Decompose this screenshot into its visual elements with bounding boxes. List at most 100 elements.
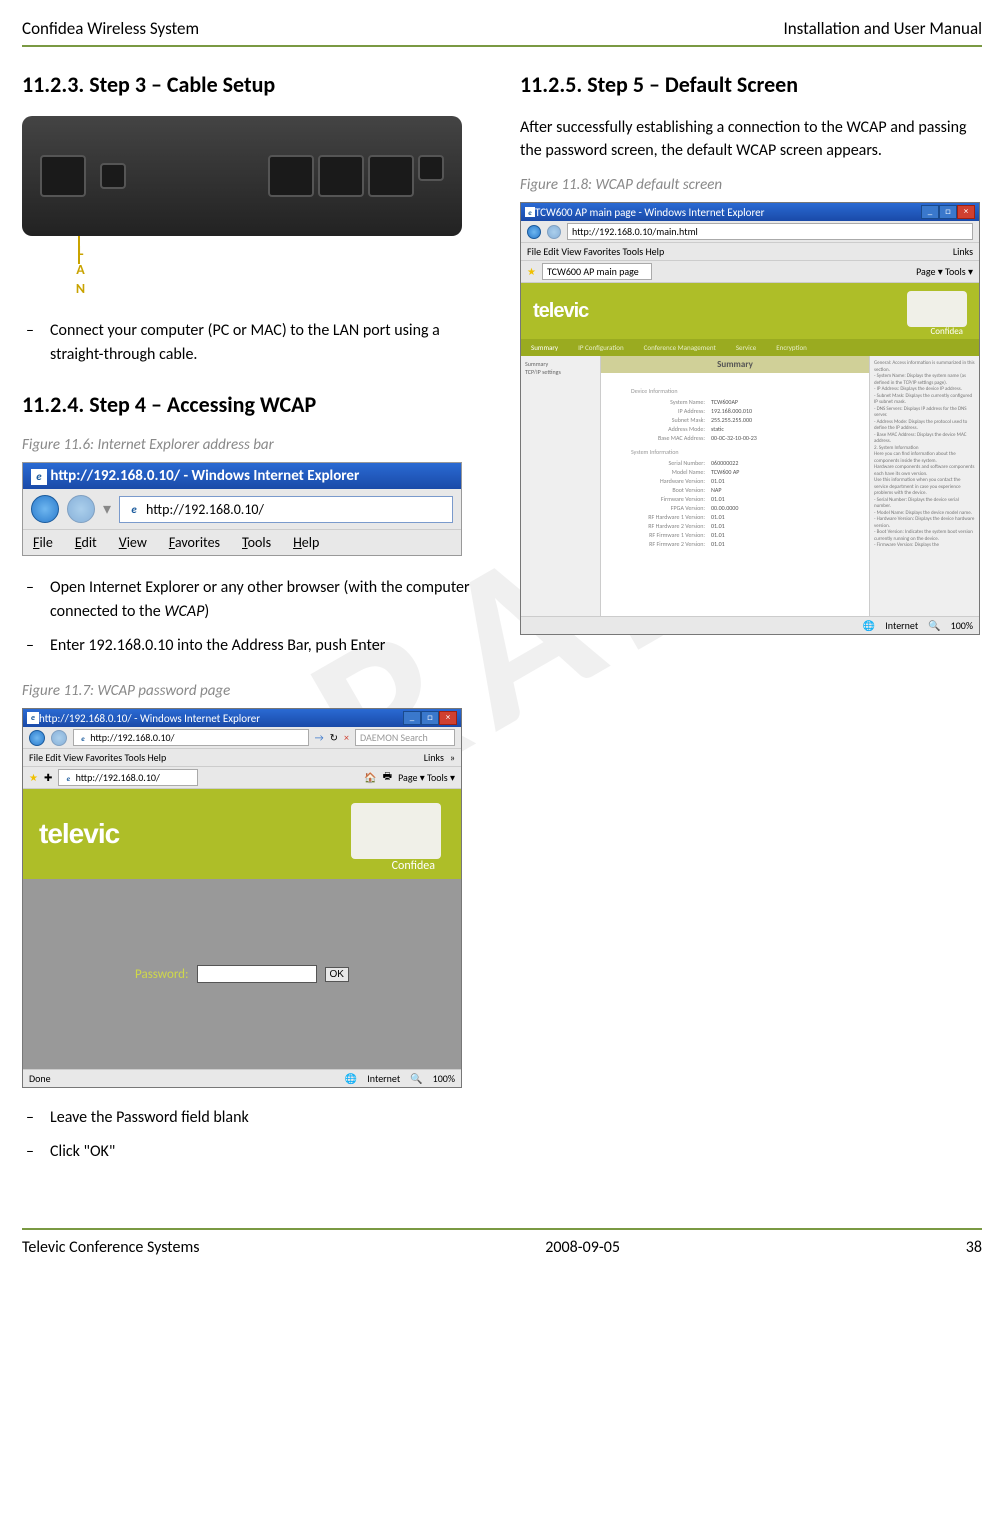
page-footer: Televic Conference Systems 2008-09-05 38 [22, 1238, 982, 1267]
ie-back-button[interactable] [31, 495, 59, 523]
info-value: 01.01 [711, 477, 725, 485]
password-input[interactable] [197, 965, 317, 983]
info-label: RF Hardware 2 Version: [611, 522, 711, 530]
ie-menu-favorites[interactable]: Favorites [169, 534, 220, 551]
info-label: IP Address: [611, 407, 711, 415]
home-icon[interactable]: 🏠 [364, 771, 376, 784]
fig8-caption: Figure 11.8: WCAP default screen [520, 176, 982, 194]
sec4-bullet2-0: Leave the Password field blank [50, 1106, 484, 1130]
info-row: RF Firmware 2 Version:01.01 [611, 540, 859, 548]
pwd-stop-icon[interactable]: × [344, 731, 349, 744]
pwd-page-tools[interactable]: Page ▾ Tools ▾ [398, 771, 455, 784]
def-tab[interactable]: TCW600 AP main page [542, 263, 652, 280]
pwd-url-box[interactable]: e http://192.168.0.10/ [73, 729, 309, 746]
def-back-button[interactable] [527, 225, 541, 239]
pwd-ie-icon: e [27, 712, 39, 724]
nav-conference[interactable]: Conference Management [644, 343, 716, 352]
ok-button[interactable]: OK [325, 967, 349, 982]
pwd-search-box[interactable]: DAEMON Search [355, 729, 455, 746]
port-4 [418, 155, 444, 181]
ie-forward-button[interactable] [67, 495, 95, 523]
aux-port [100, 163, 126, 189]
ie-menu-tools[interactable]: Tools [242, 534, 271, 551]
def-maximize-button[interactable]: □ [939, 205, 957, 219]
info-value: NAP [711, 486, 721, 494]
minimize-button[interactable]: _ [403, 711, 421, 725]
pwd-url-icon: e [78, 734, 88, 744]
sec5-para: After successfully establishing a connec… [520, 116, 982, 162]
def-sidebar-left: Summary TCP/IP settings [521, 356, 601, 616]
pwd-tab[interactable]: e http://192.168.0.10/ [58, 769, 198, 786]
sec4-bullets2: Leave the Password field blank Click "OK… [22, 1106, 484, 1164]
sec4-bullet1-0: Open Internet Explorer or any other brow… [50, 576, 484, 624]
info-row: RF Hardware 1 Version:01.01 [611, 513, 859, 521]
def-minimize-button[interactable]: _ [921, 205, 939, 219]
def-star-icon[interactable]: ★ [527, 265, 536, 278]
sidebar-tcpip[interactable]: TCP/IP settings [525, 368, 596, 376]
def-center: Summary Device Information System Name:T… [601, 356, 869, 616]
def-links[interactable]: Links [953, 245, 973, 258]
ie-dropdown-icon[interactable]: ▾ [103, 499, 111, 519]
def-window-buttons: _ □ × [921, 205, 975, 219]
def-zoom-icon[interactable]: 🔍 [928, 619, 940, 632]
page-header: Confidea Wireless System Installation an… [22, 18, 982, 45]
def-url-box[interactable]: http://192.168.0.10/main.html [567, 223, 973, 240]
lan-arrow [78, 236, 80, 264]
nav-service[interactable]: Service [736, 343, 756, 352]
nav-summary[interactable]: Summary [531, 343, 558, 352]
info-value: 060000022 [711, 459, 738, 467]
info-label: FPGA Version: [611, 504, 711, 512]
pwd-back-button[interactable] [29, 730, 45, 746]
close-button[interactable]: × [439, 711, 457, 725]
info-row: RF Firmware 1 Version:01.01 [611, 531, 859, 539]
ie-menu-help[interactable]: Help [293, 534, 319, 551]
info-label: RF Firmware 1 Version: [611, 531, 711, 539]
star-icon[interactable]: ★ [29, 771, 38, 784]
info-value: 01.01 [711, 495, 725, 503]
info-row: Firmware Version:01.01 [611, 495, 859, 503]
ie-menu-edit[interactable]: Edit [75, 534, 97, 551]
def-info-table: Device Information System Name:TCW600API… [601, 373, 869, 557]
help-line: - Boot Version: Indicates the system boo… [874, 529, 975, 542]
info-value: 00.00.0000 [711, 504, 738, 512]
zoom-icon[interactable]: 🔍 [410, 1072, 422, 1085]
def-titlebar: e TCW600 AP main page - Windows Internet… [521, 203, 979, 221]
print-icon[interactable]: 🖶 [383, 769, 392, 786]
system-info-section: System Information [631, 448, 859, 456]
password-label: Password: [135, 967, 188, 982]
nav-ip[interactable]: IP Configuration [578, 343, 624, 352]
pwd-forward-button[interactable] [51, 730, 67, 746]
sec4-heading: 11.2.4. Step 4 – Accessing WCAP [22, 391, 484, 418]
sidebar-summary[interactable]: Summary [525, 360, 596, 368]
figure-password-page: e http://192.168.0.10/ - Windows Interne… [22, 708, 462, 1088]
pwd-menu-text[interactable]: File Edit View Favorites Tools Help [29, 751, 166, 764]
pwd-refresh-icon[interactable]: ↻ [330, 731, 338, 744]
def-nav-row: http://192.168.0.10/main.html [521, 221, 979, 243]
pwd-url-text: http://192.168.0.10/ [90, 731, 174, 744]
summary-bar: Summary [601, 356, 869, 373]
pwd-go-icon[interactable]: → [315, 731, 324, 744]
pwd-links-label[interactable]: Links [424, 751, 444, 764]
pwd-tab-text: http://192.168.0.10/ [76, 771, 160, 784]
maximize-button[interactable]: □ [421, 711, 439, 725]
sec4-b1-0-text: Open Internet Explorer or any other brow… [50, 578, 470, 621]
ie-menu-file[interactable]: File [33, 534, 53, 551]
info-value: static [711, 425, 724, 433]
def-menu-text[interactable]: File Edit View Favorites Tools Help [527, 245, 664, 258]
ie-address-bar[interactable]: e http://192.168.0.10/ [119, 496, 453, 523]
footer-center: 2008-09-05 [545, 1238, 620, 1257]
lan-label: LAN [72, 242, 89, 299]
ie-menu-view[interactable]: View [119, 534, 147, 551]
pwd-links-chevron-icon[interactable]: » [450, 751, 455, 764]
add-tab-icon[interactable]: ✚ [44, 771, 52, 784]
def-status-bar: 🌐 Internet 🔍 100% [521, 616, 979, 634]
nav-encryption[interactable]: Encryption [776, 343, 807, 352]
def-menu-row: File Edit View Favorites Tools Help Link… [521, 243, 979, 261]
router-body [22, 116, 462, 236]
footer-left: Televic Conference Systems [22, 1238, 200, 1257]
help-line: - Firmware Version: Displays the [874, 542, 975, 549]
def-close-button[interactable]: × [957, 205, 975, 219]
def-forward-button[interactable] [547, 225, 561, 239]
device-info-section: Device Information [631, 387, 859, 395]
def-page-tools[interactable]: Page ▾ Tools ▾ [916, 265, 973, 278]
